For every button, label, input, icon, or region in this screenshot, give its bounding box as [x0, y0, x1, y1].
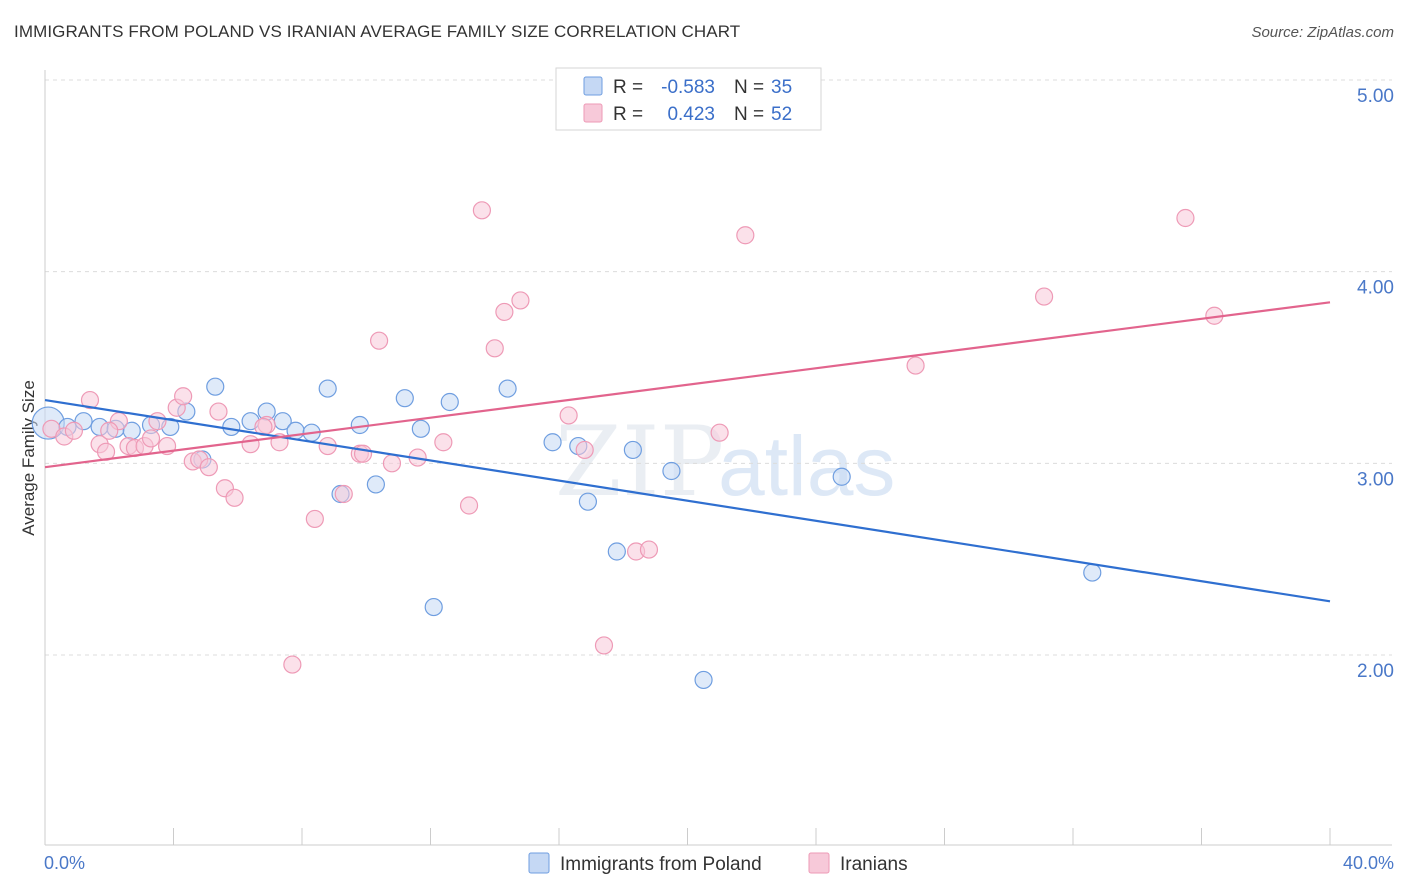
trend-line-poland — [44, 398, 1331, 603]
point-iranians-50 — [100, 421, 119, 440]
trend-line-iranians — [44, 301, 1331, 469]
legend-swatch-iranians — [808, 852, 830, 874]
legend-label-poland: Immigrants from Poland — [560, 854, 762, 875]
stats-n-value-poland: 35 — [771, 77, 792, 98]
stats-legend: R = -0.583 N = 35 R = 0.423 N = 52 — [555, 67, 822, 131]
point-iranians-45 — [906, 356, 925, 375]
series-iranians-points — [42, 201, 1224, 674]
point-poland-29 — [662, 461, 681, 481]
watermark: ZIP atlas — [555, 406, 895, 518]
point-iranians-49 — [353, 444, 373, 463]
point-iranians-40 — [594, 636, 614, 655]
y-axis-label: Average Family Size — [19, 380, 38, 536]
point-poland-32 — [1083, 563, 1102, 582]
legend-label-iranians: Iranians — [840, 854, 908, 875]
series-legend: Immigrants from Poland Iranians — [528, 852, 908, 875]
point-poland-9 — [222, 417, 241, 437]
x-tick-labels: 0.0% 40.0% — [44, 853, 1394, 873]
point-iranians-34 — [472, 201, 491, 220]
point-poland-22 — [440, 392, 459, 412]
point-poland-8 — [206, 377, 225, 396]
point-iranians-46 — [1034, 287, 1054, 306]
point-iranians-20 — [225, 488, 244, 507]
y-tick-label-0: 2.00 — [1357, 661, 1394, 682]
axes — [44, 70, 1392, 846]
trend-lines — [44, 301, 1331, 603]
point-poland-26 — [578, 492, 598, 511]
point-poland-23 — [498, 379, 517, 398]
point-iranians-25 — [305, 509, 324, 529]
chart-title: IMMIGRANTS FROM POLAND VS IRANIAN AVERAG… — [14, 22, 741, 41]
stats-r-value-iranians: 0.423 — [667, 104, 715, 125]
point-iranians-43 — [710, 423, 729, 442]
point-iranians-33 — [459, 496, 479, 515]
point-iranians-32 — [434, 433, 453, 452]
point-poland-20 — [411, 419, 430, 438]
stats-swatch-poland — [583, 76, 603, 96]
point-iranians-18 — [209, 402, 228, 421]
y-tick-label-2: 4.00 — [1357, 278, 1394, 299]
point-poland-15 — [318, 379, 337, 398]
source-credit: Source: ZipAtlas.com — [1251, 24, 1394, 41]
stats-r-label-poland: R = — [613, 77, 643, 98]
stats-swatch-iranians — [583, 103, 603, 123]
point-iranians-17 — [199, 458, 218, 477]
point-iranians-30 — [382, 454, 402, 473]
y-tick-labels: 2.00 3.00 4.00 5.00 — [1357, 86, 1394, 682]
stats-r-value-poland: -0.583 — [661, 77, 715, 98]
point-iranians-14 — [174, 387, 193, 406]
point-iranians-2 — [64, 421, 84, 440]
point-iranians-24 — [283, 655, 302, 674]
point-iranians-42 — [639, 540, 659, 559]
watermark-atlas: atlas — [718, 419, 895, 513]
point-iranians-27 — [334, 484, 353, 504]
point-iranians-44 — [736, 226, 755, 245]
point-iranians-11 — [148, 412, 167, 431]
grid-lines — [45, 79, 1392, 656]
point-iranians-36 — [495, 302, 514, 322]
point-iranians-51 — [254, 417, 273, 437]
point-iranians-21 — [241, 435, 260, 454]
point-poland-28 — [623, 440, 642, 460]
point-poland-19 — [395, 389, 414, 408]
stats-n-value-iranians: 52 — [771, 104, 792, 125]
point-iranians-29 — [370, 331, 389, 350]
point-iranians-47 — [1176, 208, 1195, 228]
point-iranians-3 — [80, 390, 100, 410]
stats-r-label-iranians: R = — [613, 104, 643, 125]
point-iranians-10 — [141, 429, 161, 448]
x-tick-min: 0.0% — [44, 853, 85, 873]
y-tick-label-1: 3.00 — [1357, 469, 1394, 490]
stats-n-label-iranians: N = — [734, 104, 764, 125]
x-tick-max: 40.0% — [1343, 853, 1394, 873]
legend-swatch-poland — [528, 852, 550, 874]
point-poland-27 — [607, 542, 626, 561]
point-poland-21 — [424, 597, 443, 617]
point-iranians-35 — [485, 339, 504, 358]
point-poland-31 — [832, 467, 851, 486]
point-iranians-38 — [559, 406, 578, 425]
y-tick-label-3: 5.00 — [1357, 86, 1394, 107]
stats-n-label-poland: N = — [734, 77, 764, 98]
point-iranians-37 — [511, 291, 530, 310]
point-poland-30 — [694, 670, 713, 690]
point-iranians-39 — [575, 440, 594, 460]
point-poland-24 — [543, 433, 562, 452]
point-poland-18 — [366, 475, 385, 494]
